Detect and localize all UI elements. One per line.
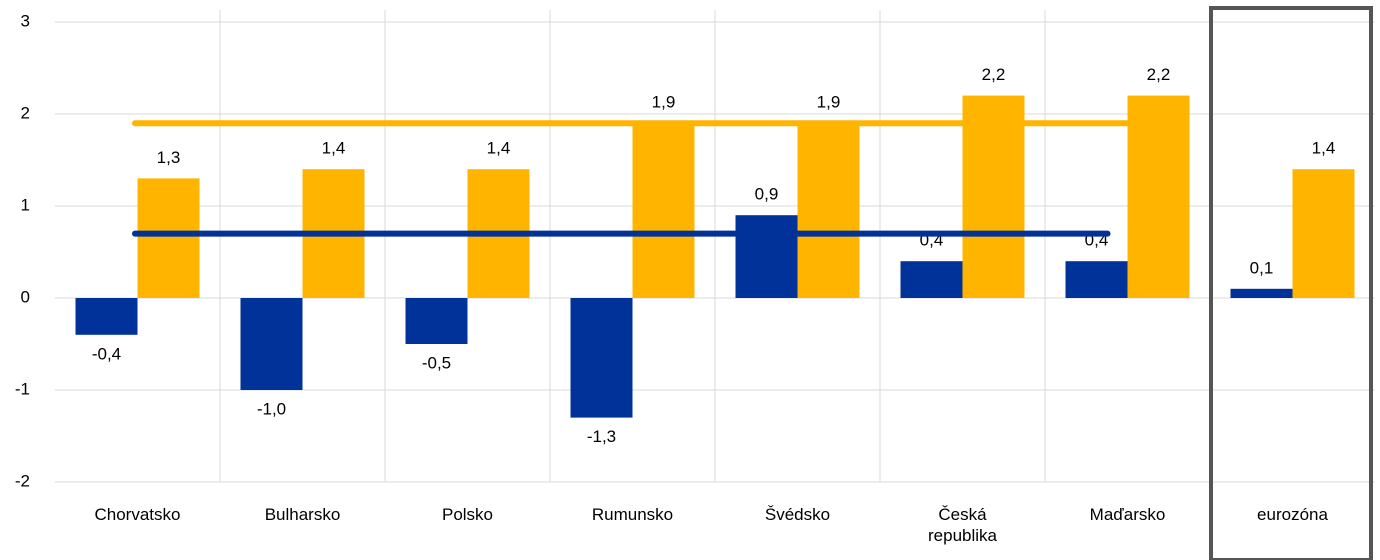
value-label: 1,4 xyxy=(322,139,346,158)
bar xyxy=(137,178,200,298)
bar xyxy=(1065,261,1128,298)
value-label: 2,2 xyxy=(1147,65,1171,84)
x-tick-label: eurozóna xyxy=(1257,505,1328,524)
x-tick-label: Bulharsko xyxy=(264,505,341,524)
value-label: 1,9 xyxy=(652,93,676,112)
bar xyxy=(240,298,303,390)
value-label: 0,1 xyxy=(1250,258,1274,277)
bar xyxy=(1127,95,1190,298)
x-tick-label: Švédsko xyxy=(764,505,831,524)
x-tick-label: Chorvatsko xyxy=(94,505,181,524)
value-label: -1,0 xyxy=(257,399,286,418)
value-label: -0,4 xyxy=(92,344,121,363)
value-label: 0,9 xyxy=(755,185,779,204)
x-tick-label: Rumunsko xyxy=(591,505,674,524)
y-tick-label: 3 xyxy=(21,11,30,30)
eurozone-frame xyxy=(1209,6,1373,560)
bar xyxy=(735,215,798,298)
y-tick-label: 1 xyxy=(21,195,30,214)
value-label: 1,3 xyxy=(157,148,181,167)
y-tick-label: 2 xyxy=(21,103,30,122)
x-tick-label: Polsko xyxy=(441,505,494,524)
bar xyxy=(1230,288,1293,298)
value-label: 1,9 xyxy=(817,93,841,112)
x-tick-label: Česká republika xyxy=(928,505,997,545)
y-tick-label: -2 xyxy=(15,471,30,490)
value-label: 2,2 xyxy=(982,65,1006,84)
bar xyxy=(900,261,963,298)
value-label: -0,5 xyxy=(422,353,451,372)
bar xyxy=(962,95,1025,298)
bar xyxy=(1292,169,1355,298)
bar xyxy=(405,298,468,344)
bar xyxy=(797,123,860,298)
bar xyxy=(570,298,633,418)
y-tick-label: 0 xyxy=(21,287,30,306)
bar xyxy=(632,123,695,298)
value-label: -1,3 xyxy=(587,427,616,446)
x-tick-label: Maďarsko xyxy=(1089,505,1166,524)
y-tick-label: -1 xyxy=(15,379,30,398)
value-label: 1,4 xyxy=(487,139,511,158)
value-label: 1,4 xyxy=(1312,139,1336,158)
bar xyxy=(75,298,138,335)
